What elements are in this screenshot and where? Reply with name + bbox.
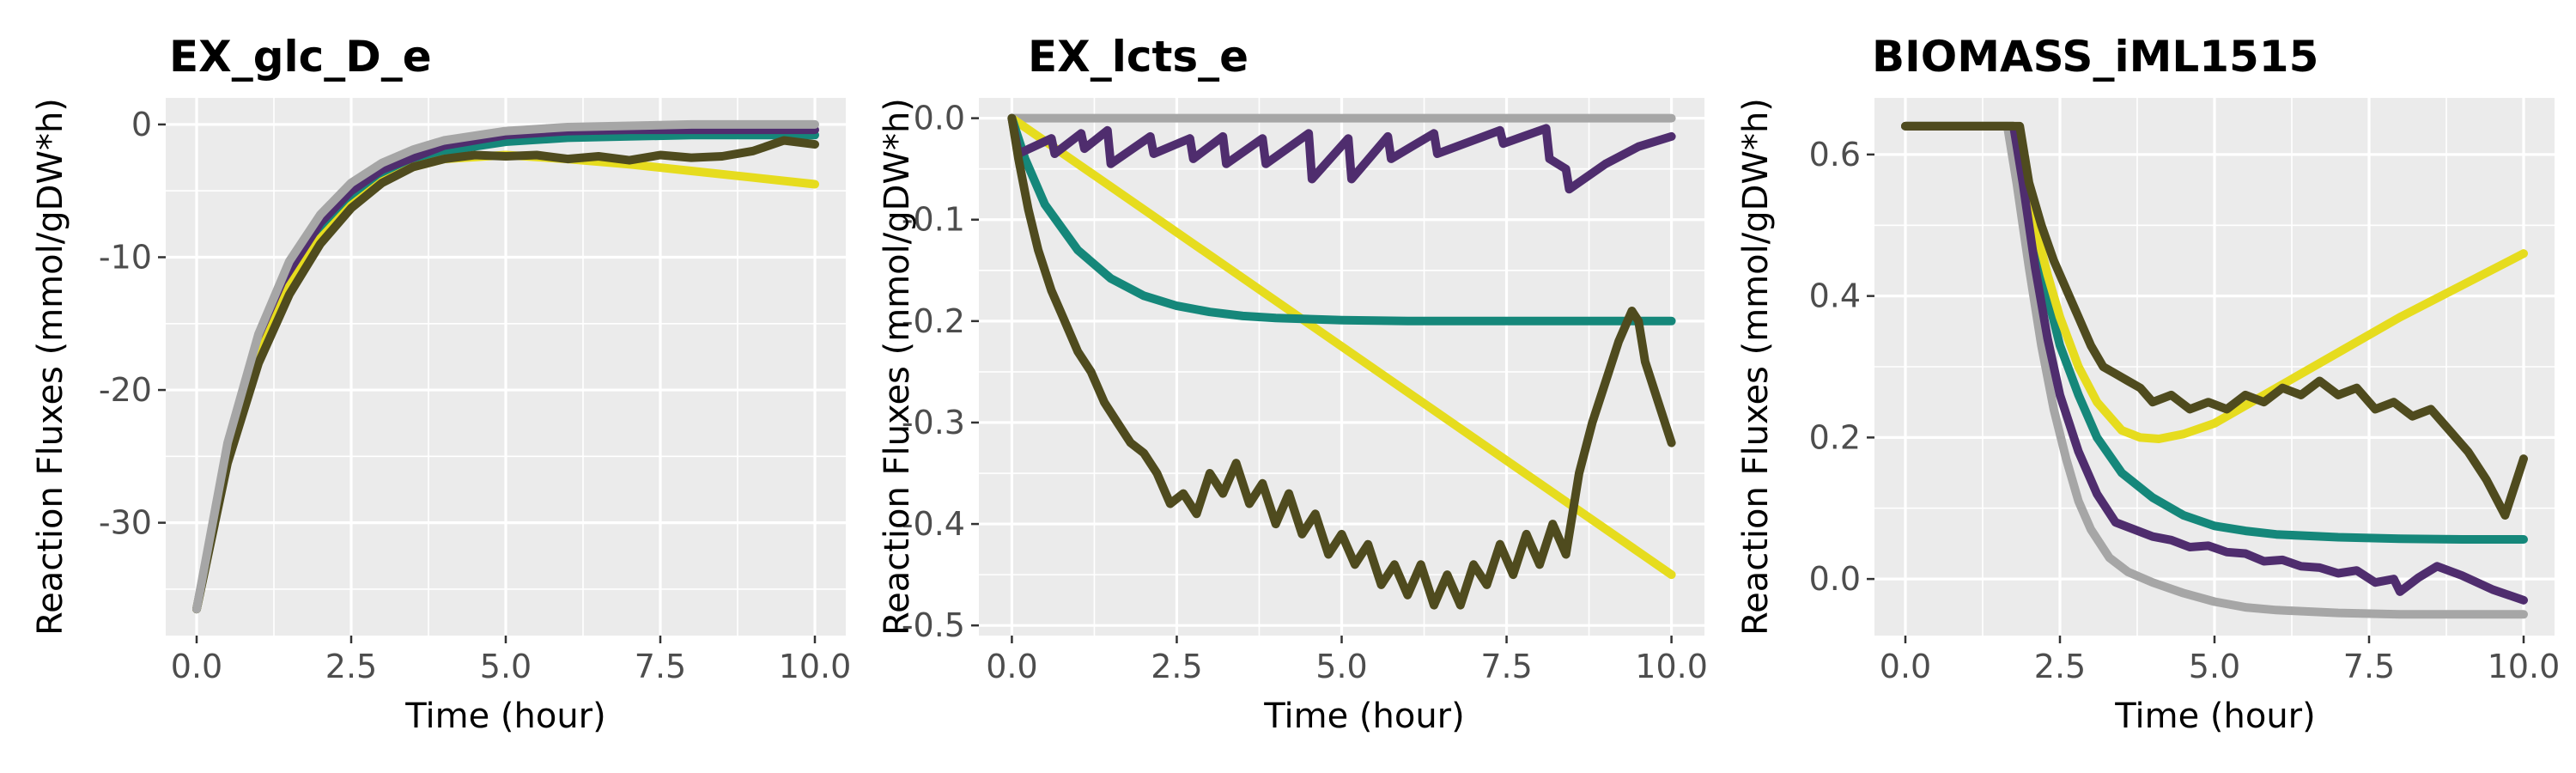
series-line	[1007, 113, 1676, 194]
panel-ex-glc-d-e: EX_glc_D_e 0 -10 -20 -30 0.0 2.5 5.0 7.5 10.0 T…	[31, 32, 851, 736]
series-line	[1901, 121, 2528, 619]
y-axis-ticks: 0.0 -0.1 -0.2 -0.3 -0.4 -0.5	[902, 100, 979, 644]
y-axis-ticks: 0.6 0.4 0.2 0.0	[1809, 136, 1874, 598]
x-tick-label: 7.5	[1480, 648, 1532, 685]
series-lines	[1901, 121, 2528, 619]
x-axis-ticks: 0.0 2.5 5.0 7.5 10.0	[1880, 636, 2561, 685]
x-tick-label: 10.0	[1635, 648, 1708, 685]
panel-title: EX_lcts_e	[1028, 32, 1249, 82]
major-grid	[166, 98, 846, 636]
y-tick-label: 0.4	[1809, 277, 1861, 315]
x-tick-label: 2.5	[1151, 648, 1202, 685]
y-tick-label: 0.0	[914, 100, 965, 137]
series-line	[1901, 121, 2528, 520]
y-axis-title: Reaction Fluxes (mmol/gDW*h)	[31, 98, 70, 636]
y-tick-label: -0.1	[902, 201, 965, 239]
x-tick-label: 0.0	[986, 648, 1037, 685]
y-axis-ticks: 0 -10 -20 -30	[99, 106, 166, 542]
series-line	[1007, 113, 1676, 580]
y-tick-label: -0.2	[902, 302, 965, 340]
y-tick-label: 0.6	[1809, 136, 1861, 173]
y-tick-label: -10	[99, 238, 152, 276]
y-tick-label: -30	[99, 504, 152, 542]
y-tick-label: 0.2	[1809, 418, 1861, 456]
x-tick-label: 10.0	[2488, 648, 2561, 685]
series-lines	[1007, 113, 1676, 610]
x-tick-label: 10.0	[779, 648, 852, 685]
series-line	[192, 119, 819, 614]
x-tick-label: 0.0	[1880, 648, 1931, 685]
series-line	[1901, 121, 2528, 443]
series-line	[1007, 113, 1676, 326]
y-tick-label: 0.0	[1809, 560, 1861, 598]
panel-ex-lcts-e: EX_lcts_e 0.0 -0.1 -0.2 -0.3 -0.4 -0.5 0.0 2.5…	[878, 32, 1708, 736]
x-axis-ticks: 0.0 2.5 5.0 7.5 10.0	[986, 636, 1708, 685]
panel-title: EX_glc_D_e	[169, 32, 432, 82]
y-tick-label: -20	[99, 371, 152, 409]
panel-biomass-iml1515: BIOMASS_iML1515 0.6 0.4 0.2 0.0 0.0 2.5 5.0 7.…	[1736, 32, 2560, 736]
y-axis-title: Reaction Fluxes (mmol/gDW*h)	[878, 98, 917, 636]
y-tick-label: 0	[131, 106, 152, 143]
x-tick-label: 2.5	[2034, 648, 2086, 685]
series-line	[1901, 121, 2528, 605]
y-tick-label: -0.3	[902, 404, 965, 441]
series-line	[1007, 113, 1676, 610]
x-tick-label: 5.0	[1315, 648, 1367, 685]
x-tick-label: 5.0	[2189, 648, 2240, 685]
x-axis-ticks: 0.0 2.5 5.0 7.5 10.0	[171, 636, 852, 685]
x-tick-label: 5.0	[480, 648, 532, 685]
x-tick-label: 7.5	[635, 648, 686, 685]
x-tick-label: 0.0	[171, 648, 222, 685]
series-line	[192, 136, 819, 614]
y-tick-label: -0.4	[902, 505, 965, 543]
x-tick-label: 2.5	[325, 648, 377, 685]
x-axis-title: Time (hour)	[2114, 697, 2315, 736]
series-lines	[192, 119, 819, 614]
x-axis-title: Time (hour)	[404, 697, 605, 736]
panel-title: BIOMASS_iML1515	[1872, 32, 2318, 82]
y-tick-label: -0.5	[902, 606, 965, 644]
x-axis-title: Time (hour)	[1263, 697, 1464, 736]
y-axis-title: Reaction Fluxes (mmol/gDW*h)	[1736, 98, 1776, 636]
major-grid	[1874, 98, 2555, 636]
x-tick-label: 7.5	[2343, 648, 2395, 685]
